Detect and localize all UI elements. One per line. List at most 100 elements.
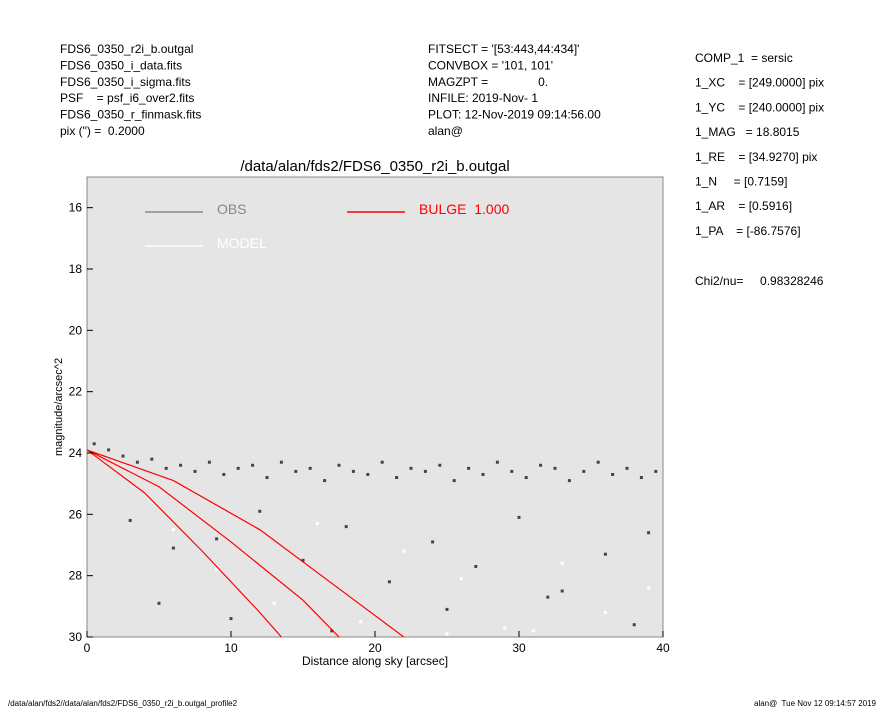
y-axis-label: magnitude/arcsec^2	[53, 358, 65, 456]
fit-parameter: 1_N = [0.7159]	[695, 175, 787, 189]
fit-parameter: 1_MAG = 18.8015	[695, 125, 800, 139]
data-point	[229, 617, 233, 621]
header-left-line: FDS6_0350_r2i_b.outgal	[60, 42, 193, 56]
y-tick-label: 26	[69, 507, 83, 521]
data-point	[121, 454, 125, 458]
y-tick-label: 30	[69, 630, 83, 644]
data-point	[495, 460, 499, 464]
data-point	[107, 448, 111, 452]
data-point	[531, 629, 535, 633]
header-middle-line: MAGZPT = 0.	[428, 75, 548, 89]
x-tick-label: 0	[84, 641, 91, 655]
data-point	[625, 466, 629, 470]
header-left-line: FDS6_0350_i_sigma.fits	[60, 75, 191, 89]
footer-right: alan@ Tue Nov 12 09:14:57 2019	[754, 699, 877, 708]
model-line	[87, 449, 405, 637]
footer-left: /data/alan/fds2//data/alan/fds2/FDS6_035…	[8, 699, 238, 708]
chi2: Chi2/nu= 0.98328246	[695, 274, 824, 288]
data-point	[560, 561, 564, 565]
data-point	[402, 549, 406, 553]
legend-label: BULGE 1.000	[419, 201, 509, 217]
fit-parameter: 1_RE = [34.9270] pix	[695, 150, 817, 164]
data-point	[546, 595, 550, 599]
data-point	[294, 469, 298, 473]
header-left-line: FDS6_0350_r_finmask.fits	[60, 108, 201, 122]
data-point	[423, 469, 427, 473]
x-tick-label: 20	[368, 641, 382, 655]
data-point	[654, 469, 658, 473]
header-left-line: PSF = psf_i6_over2.fits	[60, 91, 194, 105]
data-point	[337, 463, 341, 467]
data-point	[258, 509, 262, 513]
data-point	[265, 476, 269, 480]
data-point	[459, 577, 463, 581]
plot-area	[87, 442, 658, 637]
data-point	[315, 522, 319, 526]
y-tick-label: 28	[69, 569, 83, 583]
data-point	[251, 463, 255, 467]
fit-parameter: 1_AR = [0.5916]	[695, 199, 792, 213]
fit-parameter: 1_PA = [-86.7576]	[695, 224, 801, 238]
data-point	[135, 460, 139, 464]
data-point	[467, 466, 471, 470]
data-point	[632, 623, 636, 627]
data-point	[215, 537, 219, 541]
y-tick-label: 18	[69, 262, 83, 276]
data-point	[445, 632, 449, 636]
data-point	[517, 515, 521, 519]
chart-title: /data/alan/fds2/FDS6_0350_r2i_b.outgal	[240, 158, 509, 175]
fit-parameter: 1_YC = [240.0000] pix	[695, 100, 824, 114]
data-point	[395, 476, 399, 480]
data-point	[553, 466, 557, 470]
data-point	[438, 463, 442, 467]
header-middle-line: PLOT: 12-Nov-2019 09:14:56.00	[428, 108, 601, 122]
data-point	[171, 528, 175, 532]
data-point	[215, 568, 219, 572]
data-point	[445, 607, 449, 611]
header-middle-line: INFILE: 2019-Nov- 1	[428, 91, 538, 105]
y-tick-label: 22	[69, 385, 83, 399]
data-point	[503, 626, 507, 630]
header-middle-line: FITSECT = '[53:443,44:434]'	[428, 42, 579, 56]
data-point	[236, 466, 240, 470]
data-point	[603, 610, 607, 614]
data-point	[330, 629, 334, 633]
data-point	[308, 466, 312, 470]
data-point	[323, 479, 327, 483]
data-point	[387, 580, 391, 584]
data-point	[128, 518, 132, 522]
x-tick-label: 40	[656, 641, 670, 655]
header-left-line: pix (") = 0.2000	[60, 124, 145, 138]
header-middle-line: alan@	[428, 124, 463, 138]
data-point	[171, 546, 175, 550]
data-point	[481, 472, 485, 476]
y-tick-label: 24	[69, 446, 83, 460]
data-point	[359, 620, 363, 624]
data-point	[524, 476, 528, 480]
data-point	[611, 472, 615, 476]
data-point	[510, 469, 514, 473]
data-point	[179, 463, 183, 467]
data-point	[567, 479, 571, 483]
header-left-line: FDS6_0350_i_data.fits	[60, 58, 182, 72]
data-point	[560, 589, 564, 593]
x-axis-label: Distance along sky [arcsec]	[302, 654, 448, 668]
data-point	[157, 601, 161, 605]
data-point	[582, 469, 586, 473]
data-point	[92, 442, 96, 446]
data-point	[409, 466, 413, 470]
x-tick-label: 10	[224, 641, 238, 655]
data-point	[639, 476, 643, 480]
data-point	[344, 525, 348, 529]
data-point	[351, 469, 355, 473]
data-point	[380, 460, 384, 464]
fit-parameter: COMP_1 = sersic	[695, 51, 793, 65]
data-point	[222, 472, 226, 476]
data-point	[193, 469, 197, 473]
data-point	[603, 552, 607, 556]
data-point	[647, 586, 651, 590]
data-point	[596, 460, 600, 464]
x-tick-label: 30	[512, 641, 526, 655]
plot-background	[86, 176, 664, 638]
